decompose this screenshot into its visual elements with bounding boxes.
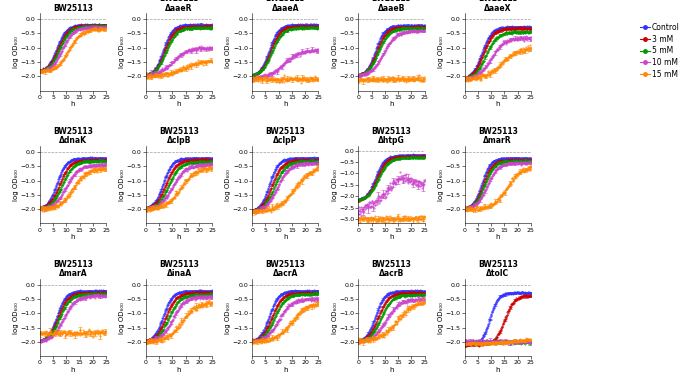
X-axis label: h: h: [177, 234, 182, 240]
Y-axis label: log OD₆₀₀: log OD₆₀₀: [119, 169, 125, 201]
Title: BW25113
ΔclpP: BW25113 ΔclpP: [265, 127, 306, 146]
Y-axis label: log OD₆₀₀: log OD₆₀₀: [119, 302, 125, 334]
Y-axis label: log OD₆₀₀: log OD₆₀₀: [13, 169, 19, 201]
X-axis label: h: h: [283, 234, 288, 240]
Title: BW25113
ΔaaeA: BW25113 ΔaaeA: [265, 0, 306, 13]
Y-axis label: log OD₆₀₀: log OD₆₀₀: [438, 36, 444, 68]
X-axis label: h: h: [389, 367, 394, 373]
X-axis label: h: h: [495, 234, 500, 240]
X-axis label: h: h: [389, 234, 394, 240]
Title: BW25113
ΔmarA: BW25113 ΔmarA: [53, 260, 93, 278]
Title: BW25113
ΔhtpG: BW25113 ΔhtpG: [371, 127, 412, 146]
X-axis label: h: h: [495, 367, 500, 373]
Title: BW25113
ΔclpB: BW25113 ΔclpB: [159, 127, 199, 146]
Title: BW25113
ΔacrA: BW25113 ΔacrA: [265, 260, 306, 278]
X-axis label: h: h: [283, 101, 288, 107]
X-axis label: h: h: [177, 101, 182, 107]
X-axis label: h: h: [71, 234, 75, 240]
Title: BW25113
ΔacrB: BW25113 ΔacrB: [371, 260, 412, 278]
Y-axis label: log OD₆₀₀: log OD₆₀₀: [332, 169, 338, 201]
Y-axis label: log OD₆₀₀: log OD₆₀₀: [225, 302, 232, 334]
Title: BW25113
ΔaaeR: BW25113 ΔaaeR: [159, 0, 199, 13]
Title: BW25113
ΔaaeX: BW25113 ΔaaeX: [477, 0, 518, 13]
X-axis label: h: h: [495, 101, 500, 107]
X-axis label: h: h: [389, 101, 394, 107]
Title: BW25113
ΔinaA: BW25113 ΔinaA: [159, 260, 199, 278]
Title: BW25113
ΔdnaK: BW25113 ΔdnaK: [53, 127, 93, 146]
Y-axis label: log OD₆₀₀: log OD₆₀₀: [225, 36, 232, 68]
Title: BW25113: BW25113: [53, 3, 93, 13]
Y-axis label: log OD₆₀₀: log OD₆₀₀: [438, 169, 444, 201]
Y-axis label: log OD₆₀₀: log OD₆₀₀: [13, 302, 19, 334]
Y-axis label: log OD₆₀₀: log OD₆₀₀: [332, 302, 338, 334]
X-axis label: h: h: [71, 367, 75, 373]
X-axis label: h: h: [71, 101, 75, 107]
Title: BW25113
ΔmarR: BW25113 ΔmarR: [477, 127, 518, 146]
Y-axis label: log OD₆₀₀: log OD₆₀₀: [225, 169, 232, 201]
Title: BW25113
ΔtolC: BW25113 ΔtolC: [477, 260, 518, 278]
X-axis label: h: h: [283, 367, 288, 373]
Title: BW25113
ΔaaeB: BW25113 ΔaaeB: [371, 0, 412, 13]
Y-axis label: log OD₆₀₀: log OD₆₀₀: [119, 36, 125, 68]
Y-axis label: log OD₆₀₀: log OD₆₀₀: [13, 36, 19, 68]
Y-axis label: log OD₆₀₀: log OD₆₀₀: [438, 302, 444, 334]
Legend: Control, 3 mM, 5 mM, 10 mM, 15 mM: Control, 3 mM, 5 mM, 10 mM, 15 mM: [640, 23, 680, 79]
Y-axis label: log OD₆₀₀: log OD₆₀₀: [332, 36, 338, 68]
X-axis label: h: h: [177, 367, 182, 373]
